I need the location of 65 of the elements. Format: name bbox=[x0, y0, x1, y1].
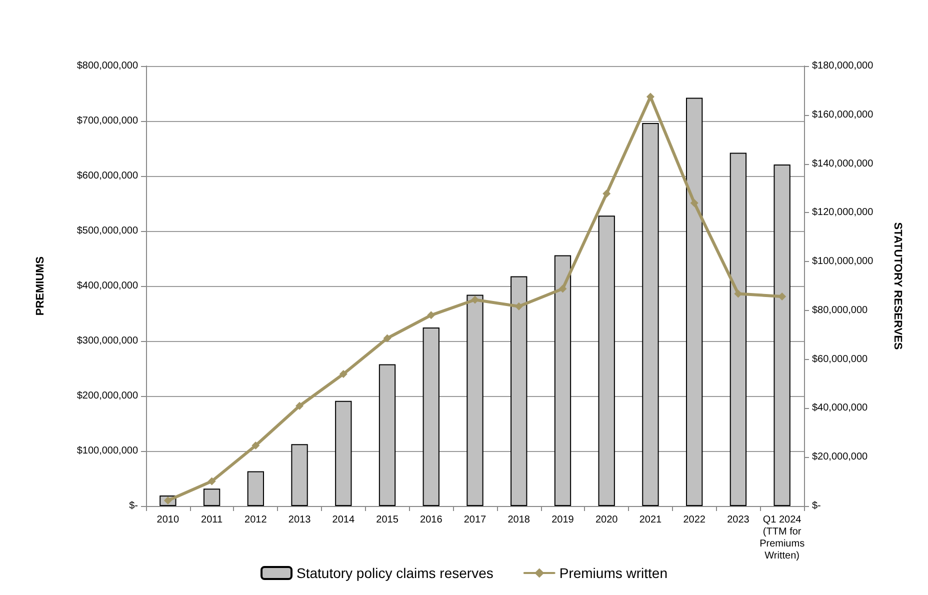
y2-tick-label: $60,000,000 bbox=[812, 354, 868, 365]
legend-label: Statutory policy claims reserves bbox=[296, 565, 494, 581]
point bbox=[690, 198, 698, 207]
y2-tick-label: $80,000,000 bbox=[812, 304, 868, 316]
y-tick-label: $400,000,000 bbox=[76, 280, 138, 292]
point bbox=[778, 292, 786, 300]
y-axis-title: PREMIUMS bbox=[34, 256, 46, 316]
bar bbox=[422, 328, 440, 506]
bar bbox=[686, 98, 703, 506]
y-tick-label: $500,000,000 bbox=[76, 226, 138, 236]
bar bbox=[335, 400, 352, 506]
point bbox=[602, 190, 611, 198]
y2-axis-title: STATUTORY RESERVES bbox=[892, 222, 904, 350]
x-tick-label: 2016 bbox=[420, 514, 443, 526]
y2-tick-label: $180,000,000 bbox=[812, 60, 874, 72]
bar bbox=[598, 216, 615, 506]
legend-label: Premiums written bbox=[559, 565, 668, 581]
y2-tick-label: $120,000,000 bbox=[812, 207, 874, 218]
y2-tick-label: $160,000,000 bbox=[812, 109, 874, 120]
bar bbox=[203, 488, 220, 506]
y-tick-label: $- bbox=[129, 500, 138, 512]
x-tick-label: 2022 bbox=[683, 514, 706, 526]
point bbox=[646, 92, 654, 101]
y-tick-label: $600,000,000 bbox=[76, 170, 138, 182]
point bbox=[208, 477, 216, 486]
point bbox=[558, 284, 567, 293]
y2-tick-label: $40,000,000 bbox=[812, 402, 868, 414]
point bbox=[427, 311, 436, 320]
bar bbox=[642, 122, 659, 506]
point bbox=[339, 370, 348, 378]
x-tick-label: 2010 bbox=[156, 514, 180, 526]
x-tick-label: 2013 bbox=[288, 514, 312, 526]
x-tick-label: 2021 bbox=[639, 514, 662, 526]
y-tick-label: $200,000,000 bbox=[76, 390, 138, 402]
x-tick-label: 2019 bbox=[552, 514, 574, 526]
x-tick-label: 2015 bbox=[376, 514, 399, 526]
x-tick-label: 2012 bbox=[244, 514, 268, 526]
y-tick-label: $800,000,000 bbox=[76, 60, 138, 72]
y2-tick-label: $100,000,000 bbox=[812, 256, 874, 268]
bar bbox=[774, 164, 790, 506]
bar bbox=[378, 364, 396, 506]
bar bbox=[554, 255, 572, 506]
bar bbox=[247, 471, 264, 506]
x-tick-label: Q1 2024 (TTM for Premiums Written) bbox=[760, 514, 805, 562]
y-tick-label: $700,000,000 bbox=[76, 116, 138, 126]
point bbox=[252, 442, 260, 450]
y-tick-label: $300,000,000 bbox=[76, 336, 138, 346]
x-tick-label: 2018 bbox=[508, 514, 530, 526]
point bbox=[296, 402, 304, 410]
bar bbox=[730, 152, 747, 506]
y-tick-label: $100,000,000 bbox=[76, 446, 138, 456]
y2-tick-label: $- bbox=[812, 500, 821, 512]
x-tick-label: 2023 bbox=[727, 514, 750, 526]
point bbox=[471, 296, 479, 304]
bar bbox=[466, 294, 484, 506]
x-tick-label: 2017 bbox=[464, 514, 487, 526]
y2-tick-label: $140,000,000 bbox=[812, 158, 874, 170]
bar bbox=[510, 276, 528, 506]
point bbox=[514, 302, 523, 310]
y2-tick-label: $20,000,000 bbox=[812, 452, 868, 463]
x-tick-label: 2020 bbox=[595, 514, 618, 526]
x-tick-label: 2011 bbox=[201, 514, 223, 526]
bar bbox=[291, 444, 308, 506]
x-tick-label: 2014 bbox=[332, 514, 355, 526]
point bbox=[383, 334, 392, 342]
